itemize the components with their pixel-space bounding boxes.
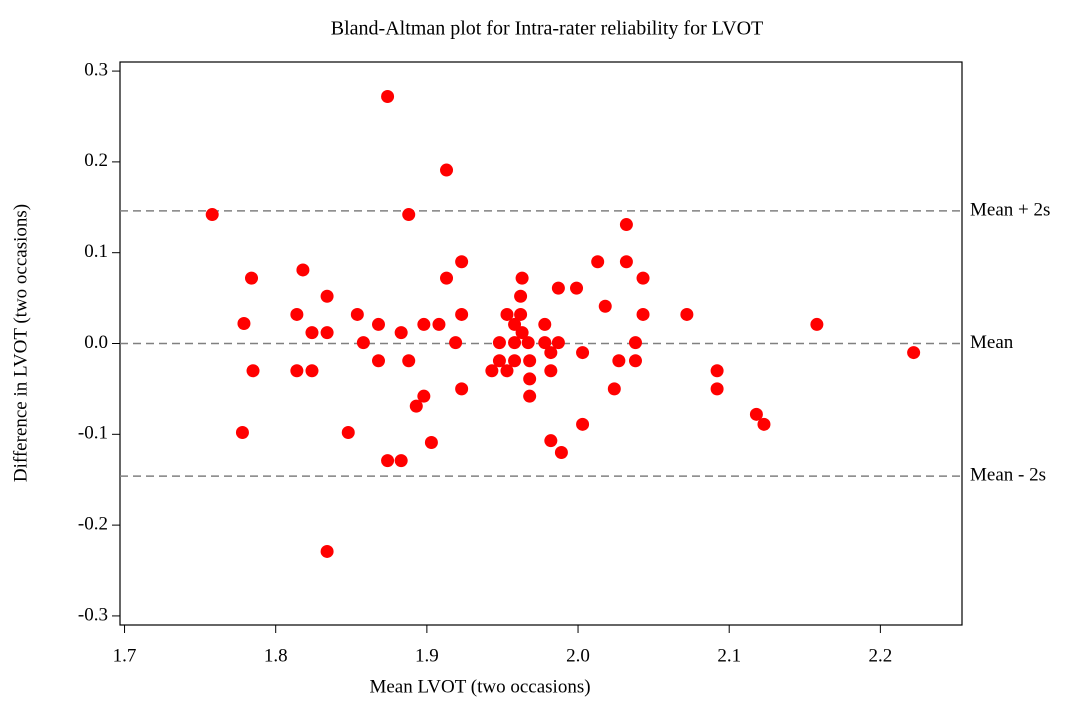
point bbox=[514, 307, 528, 321]
point bbox=[296, 263, 310, 277]
point bbox=[381, 454, 395, 468]
point bbox=[521, 336, 535, 350]
point bbox=[544, 346, 558, 360]
point bbox=[554, 445, 568, 459]
point bbox=[381, 90, 395, 104]
point bbox=[576, 417, 590, 431]
point bbox=[551, 281, 565, 295]
y-tick-label: 0.2 bbox=[84, 150, 108, 171]
point bbox=[508, 317, 522, 331]
point bbox=[290, 364, 304, 378]
x-tick-label: 1.8 bbox=[264, 645, 288, 666]
reference-label: Mean + 2s bbox=[970, 199, 1050, 220]
point bbox=[551, 336, 565, 350]
x-axis-label: Mean LVOT (two occasions) bbox=[369, 676, 590, 697]
point bbox=[455, 255, 469, 269]
point bbox=[440, 271, 454, 285]
point bbox=[636, 271, 650, 285]
point bbox=[237, 317, 251, 331]
point bbox=[636, 307, 650, 321]
point bbox=[710, 382, 724, 396]
point bbox=[523, 389, 537, 403]
x-tick-label: 1.7 bbox=[113, 645, 137, 666]
point bbox=[757, 417, 771, 431]
point bbox=[544, 364, 558, 378]
point bbox=[320, 289, 334, 303]
point bbox=[394, 326, 408, 340]
point bbox=[371, 354, 385, 368]
point bbox=[607, 382, 621, 396]
point bbox=[449, 336, 463, 350]
point bbox=[591, 255, 605, 269]
y-tick-label: 0.3 bbox=[84, 59, 108, 80]
point bbox=[500, 307, 514, 321]
x-tick-label: 2.1 bbox=[717, 645, 741, 666]
point bbox=[523, 354, 537, 368]
point bbox=[455, 382, 469, 396]
point bbox=[515, 271, 529, 285]
point bbox=[749, 407, 763, 421]
point bbox=[612, 354, 626, 368]
point bbox=[492, 336, 506, 350]
point bbox=[619, 255, 633, 269]
point bbox=[341, 425, 355, 439]
point bbox=[492, 354, 506, 368]
point bbox=[205, 208, 219, 222]
point bbox=[810, 317, 824, 331]
point bbox=[424, 435, 438, 449]
point bbox=[500, 364, 514, 378]
point bbox=[514, 289, 528, 303]
y-tick-label: -0.1 bbox=[78, 423, 108, 444]
point bbox=[680, 307, 694, 321]
point bbox=[508, 354, 522, 368]
point bbox=[523, 372, 537, 386]
reference-label: Mean bbox=[970, 332, 1014, 353]
point bbox=[305, 364, 319, 378]
y-tick-label: 0.1 bbox=[84, 241, 108, 262]
point bbox=[402, 354, 416, 368]
point bbox=[455, 307, 469, 321]
point bbox=[235, 425, 249, 439]
point bbox=[371, 317, 385, 331]
point bbox=[515, 326, 529, 340]
point bbox=[485, 364, 499, 378]
point bbox=[907, 346, 921, 360]
point bbox=[538, 317, 552, 331]
point bbox=[417, 389, 431, 403]
point bbox=[356, 336, 370, 350]
point bbox=[417, 317, 431, 331]
point bbox=[320, 326, 334, 340]
point bbox=[305, 326, 319, 340]
point bbox=[245, 271, 259, 285]
point bbox=[290, 307, 304, 321]
point bbox=[544, 434, 558, 448]
point bbox=[619, 218, 633, 232]
point bbox=[598, 299, 612, 313]
point bbox=[432, 317, 446, 331]
point bbox=[570, 281, 584, 295]
point bbox=[576, 346, 590, 360]
x-tick-label: 2.2 bbox=[868, 645, 892, 666]
y-tick-label: 0.0 bbox=[84, 332, 108, 353]
point bbox=[320, 544, 334, 558]
point bbox=[628, 354, 642, 368]
x-tick-label: 2.0 bbox=[566, 645, 590, 666]
point bbox=[246, 364, 260, 378]
y-tick-label: -0.2 bbox=[78, 513, 108, 534]
point bbox=[440, 163, 454, 177]
point bbox=[409, 399, 423, 413]
y-tick-label: -0.3 bbox=[78, 604, 108, 625]
point bbox=[710, 364, 724, 378]
x-tick-label: 1.9 bbox=[415, 645, 439, 666]
point bbox=[628, 336, 642, 350]
point bbox=[538, 336, 552, 350]
point bbox=[508, 336, 522, 350]
chart-title: Bland-Altman plot for Intra-rater reliab… bbox=[331, 18, 763, 40]
y-axis-label: Difference in LVOT (two occasions) bbox=[10, 204, 31, 482]
point bbox=[350, 307, 364, 321]
point bbox=[402, 208, 416, 222]
reference-label: Mean - 2s bbox=[970, 464, 1046, 485]
point bbox=[394, 454, 408, 468]
